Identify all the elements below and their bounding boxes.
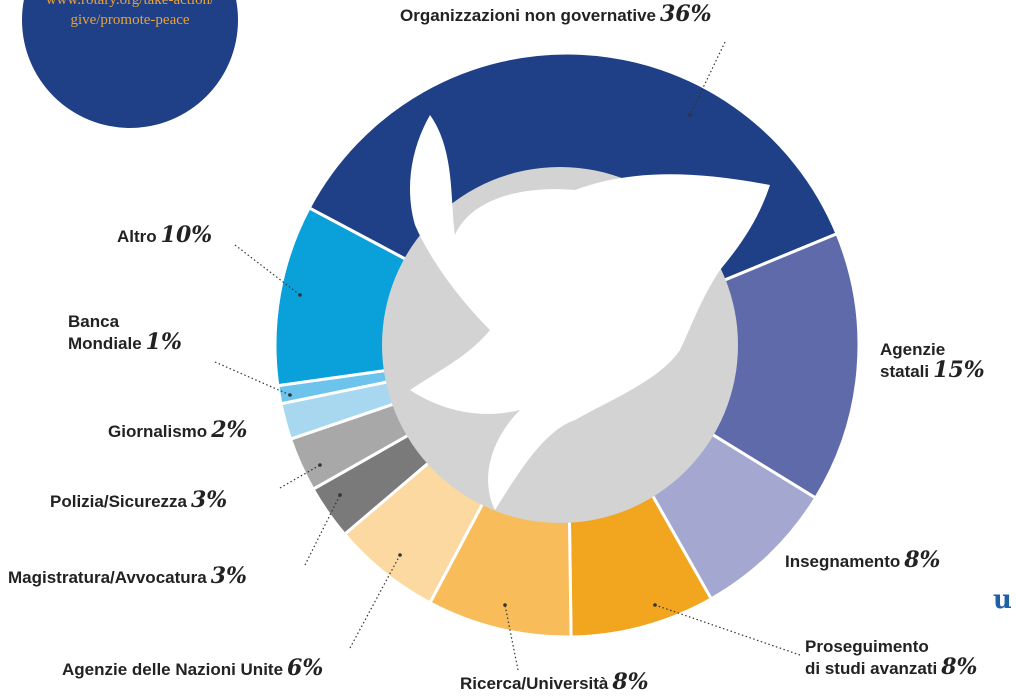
category-name: Altro [117, 227, 157, 246]
leader-dot [338, 493, 342, 497]
value-label: 36% [660, 1, 712, 27]
leader-dot [688, 113, 692, 117]
leader-dot [318, 463, 322, 467]
value-label: 8% [941, 654, 977, 680]
badge: www.rotary.org/take-action/ give/promote… [30, 0, 230, 30]
page: www.rotary.org/take-action/ give/promote… [0, 0, 1016, 700]
category-name: Polizia/Sicurezza [50, 492, 187, 511]
leader-dot [653, 603, 657, 607]
value-label: 8% [612, 669, 648, 695]
value-label: 2% [211, 417, 247, 443]
category-name: Insegnamento [785, 552, 900, 571]
badge-line: give/promote-peace [30, 10, 230, 30]
category-name: Proseguimento di studi avanzati [805, 637, 937, 678]
value-label: 3% [211, 563, 247, 589]
value-label: 8% [904, 547, 940, 573]
value-label: 3% [191, 487, 227, 513]
leader-dot [288, 393, 292, 397]
value-label: 1% [146, 329, 182, 355]
edge-text: u [993, 585, 1012, 615]
leader-dot [298, 293, 302, 297]
leader-dot [398, 553, 402, 557]
category-name: Banca Mondiale [68, 312, 142, 353]
value-label: 15% [933, 357, 985, 383]
category-name: Ricerca/Università [460, 674, 608, 693]
category-name: Organizzazioni non governative [400, 6, 656, 25]
badge-line: www.rotary.org/take-action/ [30, 0, 230, 10]
category-name: Giornalismo [108, 422, 207, 441]
category-name: Agenzie delle Nazioni Unite [62, 660, 283, 679]
value-label: 10% [161, 222, 213, 248]
leader-dot [503, 603, 507, 607]
category-name: Magistratura/Avvocatura [8, 568, 207, 587]
value-label: 6% [287, 655, 323, 681]
